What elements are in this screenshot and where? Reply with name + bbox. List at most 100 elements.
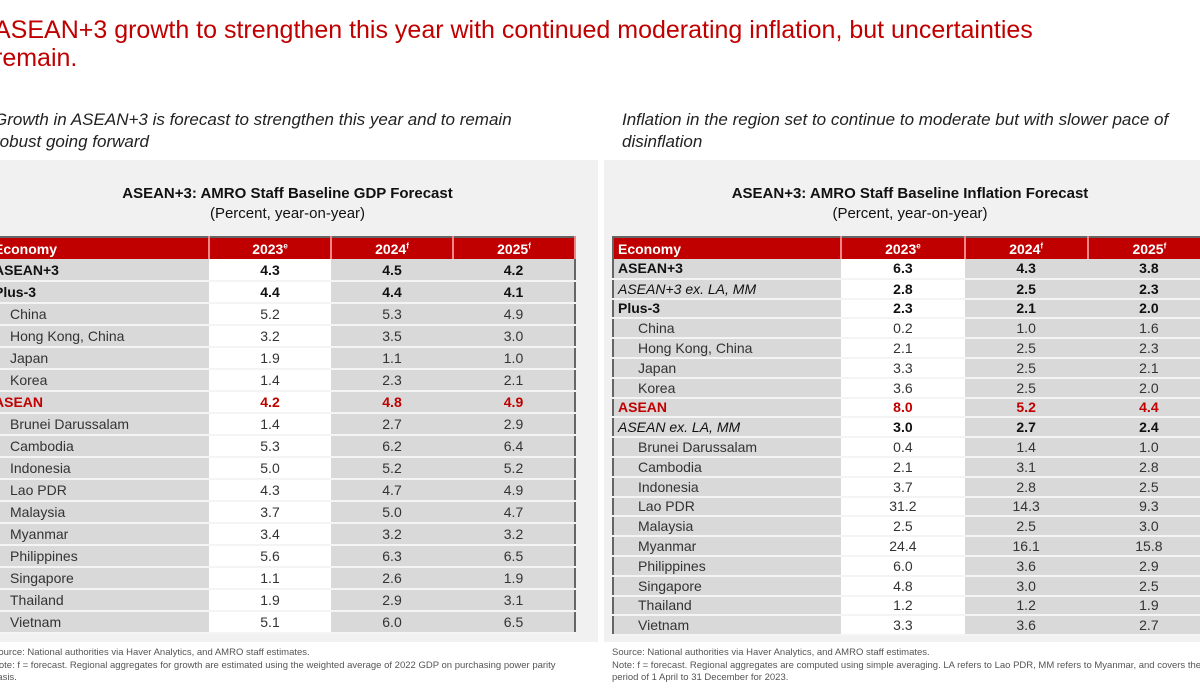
value-cell: 4.8 [841,575,965,597]
column-header: Economy [0,237,210,259]
value-cell: 6.4 [453,435,575,458]
table-row: Indonesia 3.7 2.8 2.5 [613,476,1200,498]
value-cell: 4.7 [453,501,575,524]
value-cell: 2.3 [1087,277,1200,300]
value-cell: 3.3 [841,615,965,637]
value-cell: 4.9 [453,479,575,502]
value-cell: 2.8 [1087,456,1200,478]
value-cell: 2.3 [1087,338,1200,359]
value-cell: 6.3 [841,259,965,280]
value-cell: 2.5 [841,516,965,538]
left-subtitle: Growth in ASEAN+3 is forecast to strengt… [0,110,512,151]
table-row: Myanmar 24.4 16.1 15.8 [613,536,1200,557]
value-cell: 3.0 [453,325,575,348]
value-cell: 4.7 [331,479,453,502]
value-cell: 31.2 [841,496,965,518]
right-subtitle: Inflation in the region set to continue … [622,110,1169,151]
table-row: Brunei Darussalam 1.4 2.7 2.9 [0,413,575,436]
value-cell: 1.1 [331,347,453,370]
table-row: ASEAN+3 4.3 4.5 4.2 [0,259,575,282]
value-cell: 1.2 [841,595,965,617]
value-cell: 2.9 [1087,555,1200,577]
table-row: Cambodia 5.3 6.2 6.4 [0,435,575,458]
table-row: Myanmar 3.4 3.2 3.2 [0,523,575,546]
table-row: Plus-3 2.3 2.1 2.0 [613,297,1200,320]
economy-name: Cambodia [613,456,842,478]
value-cell: 6.5 [453,611,575,634]
column-header: 2023e [841,237,966,259]
value-cell: 9.3 [1087,496,1200,518]
value-cell: 3.1 [453,589,575,612]
economy-name: Japan [613,357,842,379]
table-row: China 0.2 1.0 1.6 [613,318,1200,340]
economy-name: Thailand [613,595,842,617]
economy-name: ASEAN+3 ex. LA, MM [613,277,842,300]
value-cell: 5.2 [453,457,575,480]
value-cell: 3.2 [453,523,575,546]
value-cell: 1.1 [209,567,331,590]
economy-name: Korea [0,369,209,392]
value-cell: 3.3 [841,357,965,379]
value-cell: 2.1 [1087,357,1200,379]
value-cell: 2.9 [331,589,453,612]
value-cell: 2.0 [1087,297,1200,320]
economy-name: ASEAN+3 [0,259,209,282]
table-row: Philippines 5.6 6.3 6.5 [0,545,575,568]
value-cell: 6.0 [841,555,965,577]
value-cell: 2.8 [841,277,965,300]
value-cell: 5.3 [209,435,331,458]
value-cell: 5.3 [331,303,453,326]
value-cell: 3.0 [964,575,1088,597]
value-cell: 3.6 [841,377,965,399]
value-cell: 5.2 [964,396,1088,419]
table-row: ASEAN4.24.84.9 [0,390,575,414]
value-cell: 6.3 [331,545,453,568]
economy-name: Lao PDR [613,496,842,518]
value-cell: 6.0 [331,611,453,634]
value-cell: 6.2 [331,435,453,458]
value-cell: 1.4 [209,369,331,392]
table-row: Plus-34.44.44.1 [0,280,575,304]
economy-name: Plus-3 [613,297,842,320]
value-cell: 3.6 [964,555,1088,577]
value-cell: 2.4 [1087,416,1200,439]
value-cell: 3.4 [209,523,331,546]
value-cell: 4.2 [453,259,575,282]
economy-name: Singapore [613,575,842,597]
table-row: Brunei Darussalam 0.4 1.4 1.0 [613,437,1200,458]
value-cell: 3.7 [209,501,331,524]
value-cell: 5.0 [331,501,453,524]
value-cell: 4.5 [331,259,453,282]
value-cell: 2.5 [964,357,1088,379]
right-footnote: Source: National authorities via Haver A… [612,647,1200,683]
value-cell: 0.2 [841,318,965,340]
table-row: Malaysia 3.7 5.0 4.7 [0,501,575,524]
value-cell: 2.8 [964,476,1088,498]
value-cell: 5.6 [209,545,331,568]
table-row: Singapore 1.1 2.6 1.9 [0,567,575,590]
column-header: 2024f [964,237,1089,259]
value-cell: 2.5 [964,338,1088,359]
value-cell: 24.4 [841,536,965,557]
economy-name: Indonesia [0,457,209,480]
value-cell: 6.5 [453,545,575,568]
value-cell: 4.4 [209,280,331,304]
value-cell: 4.3 [209,479,331,502]
value-cell: 4.2 [209,390,331,414]
value-cell: 0.4 [841,437,965,458]
economy-name: Brunei Darussalam [0,413,209,436]
table-row: Thailand 1.9 2.9 3.1 [0,589,575,612]
table-row: China 5.2 5.3 4.9 [0,303,575,326]
value-cell: 15.8 [1087,536,1200,557]
table-row: Japan 1.9 1.1 1.0 [0,347,575,370]
economy-name: Thailand [0,589,209,612]
value-cell: 2.7 [1087,615,1200,637]
value-cell: 5.2 [331,457,453,480]
table-row: Korea 1.4 2.3 2.1 [0,369,575,392]
value-cell: 2.7 [964,416,1088,439]
table-row: Hong Kong, China 2.1 2.5 2.3 [613,338,1200,359]
value-cell: 2.1 [841,338,965,359]
value-cell: 2.6 [331,567,453,590]
value-cell: 3.1 [964,456,1088,478]
economy-name: Malaysia [613,516,842,538]
